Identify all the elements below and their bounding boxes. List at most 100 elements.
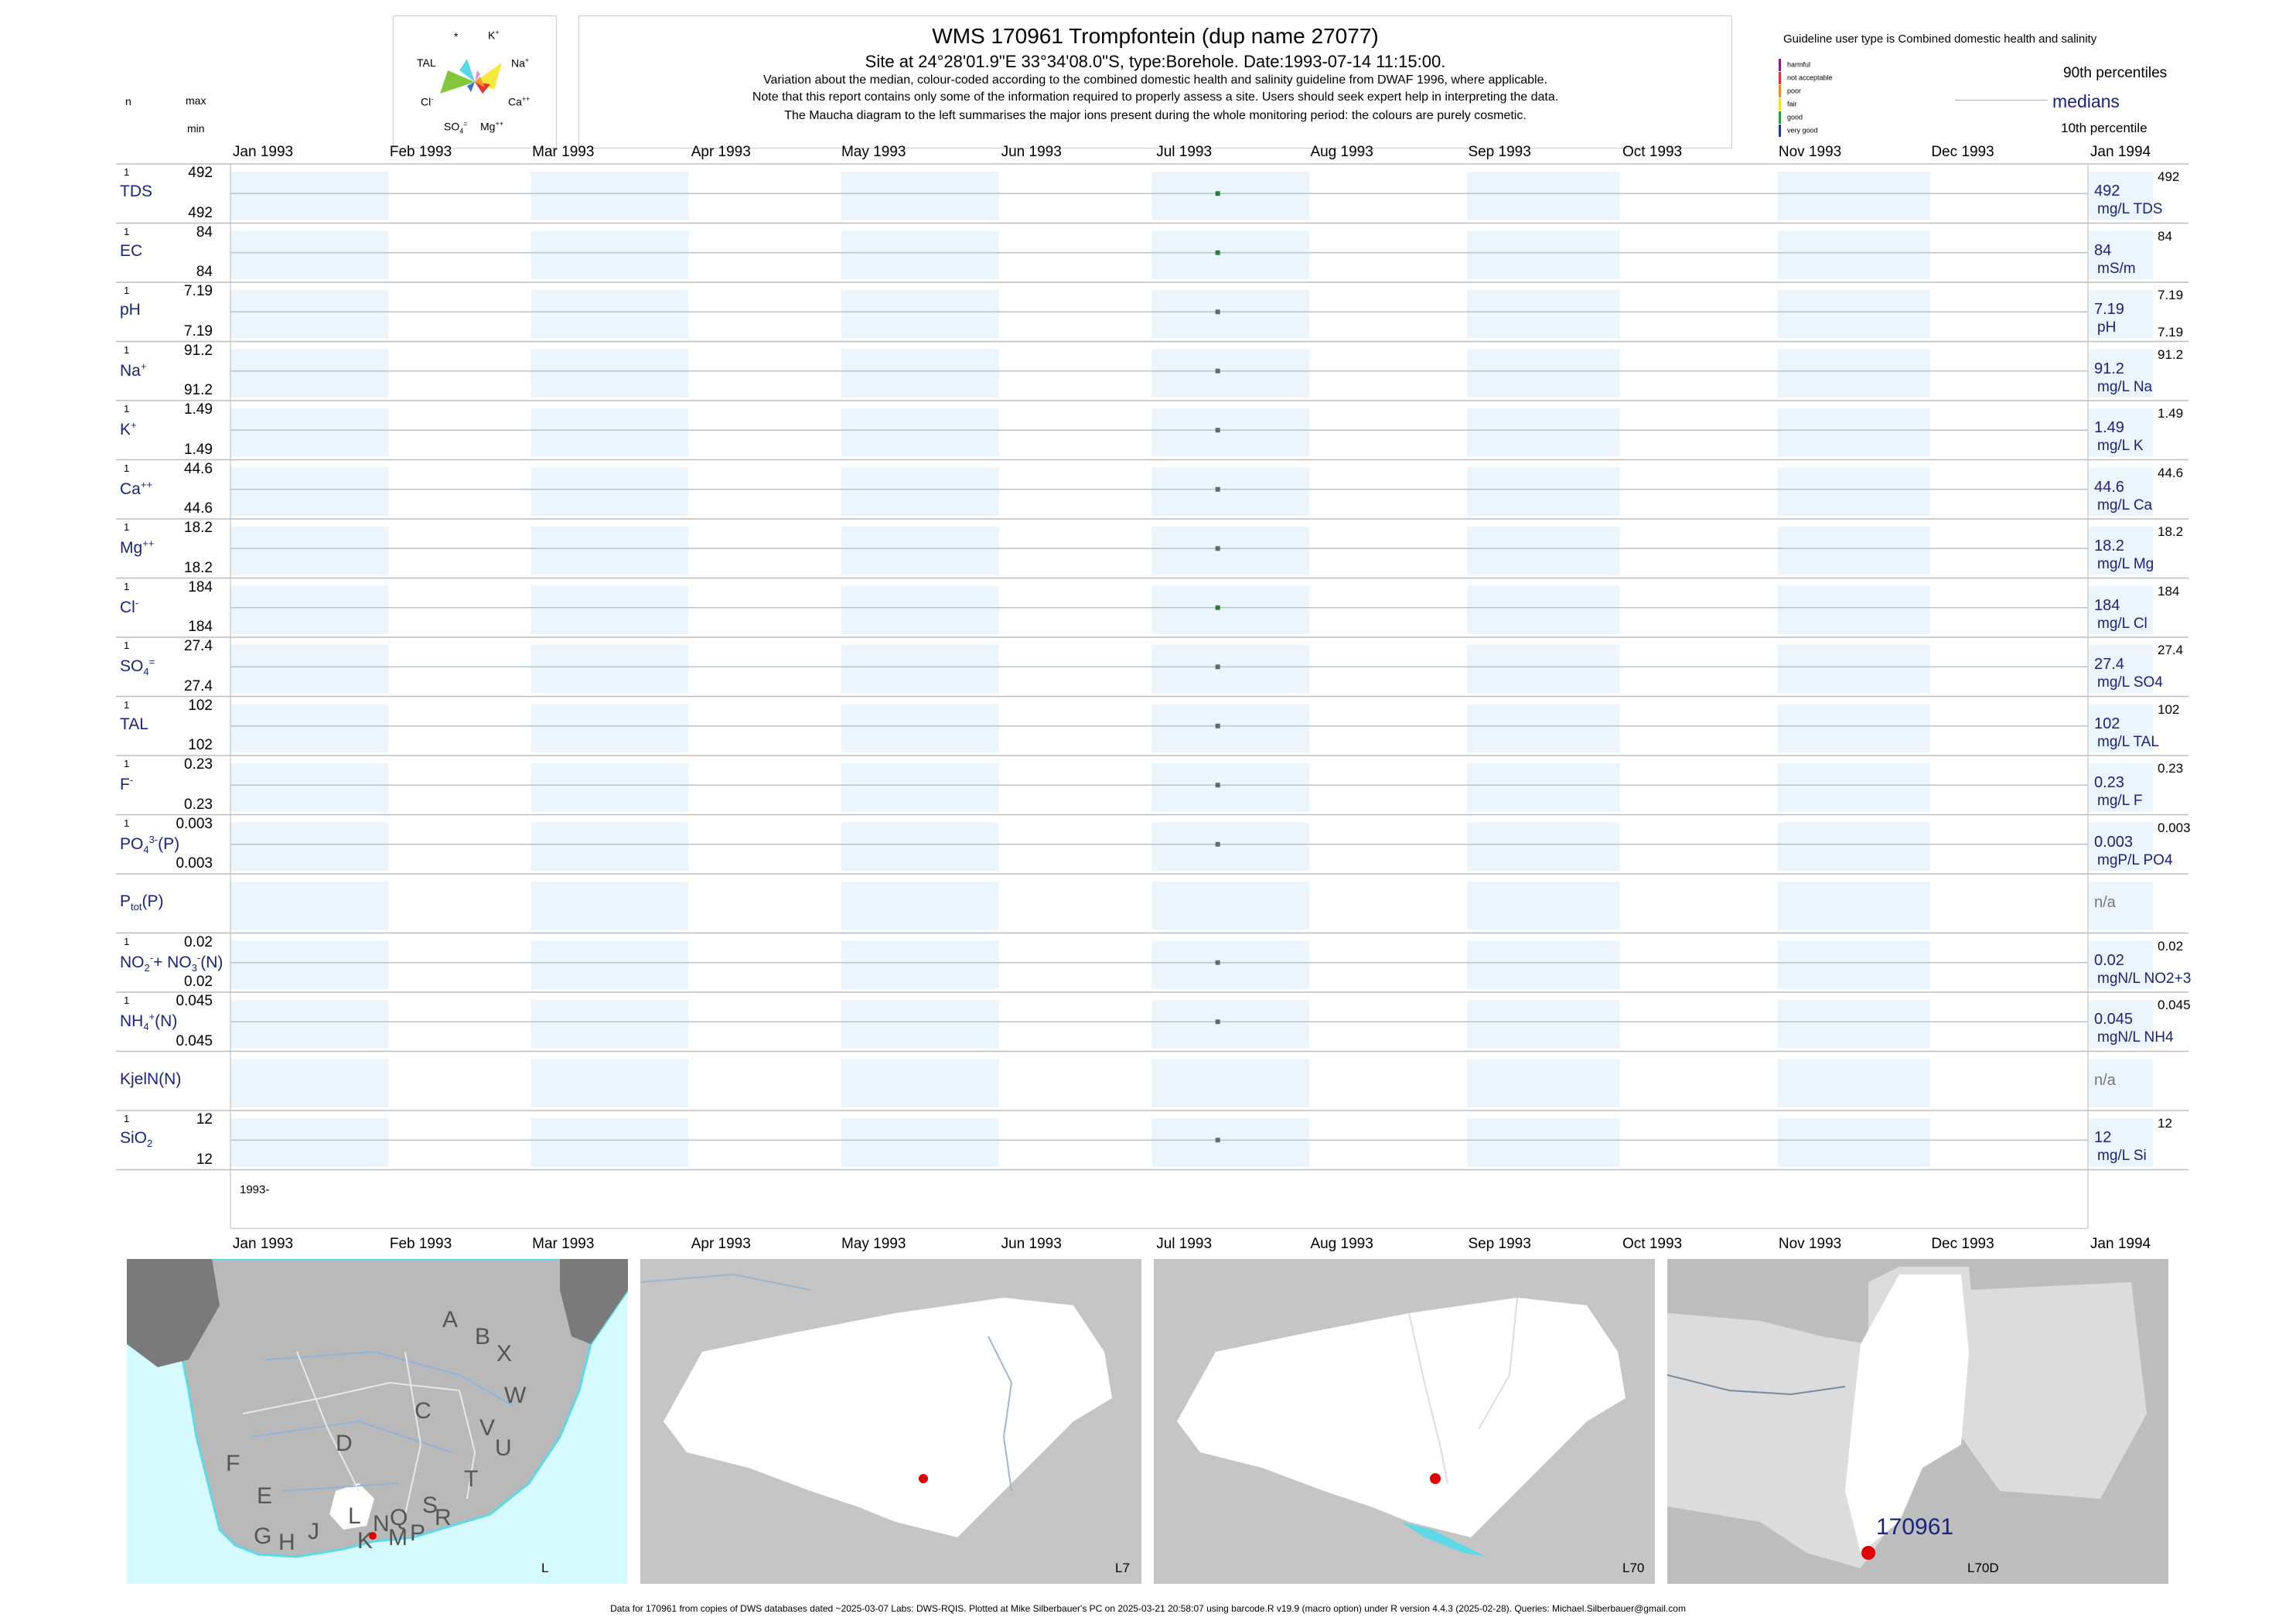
row-min: 0.02 [184,974,213,990]
row-min: 0.003 [176,855,213,872]
row-median: 27.4 [2094,656,2124,674]
x-tick-label-bottom: Oct 1993 [1622,1235,1683,1252]
row-p10: 7.19 [2158,324,2184,339]
month-stripe-cell [531,290,689,339]
legend-label: very good [1787,126,1818,135]
region-label-c: C [415,1398,432,1424]
month-stripe-cell [1777,940,1930,989]
region-label-h: H [278,1530,295,1555]
month-stripe-cell [531,172,689,220]
row-label-part: 3- [148,833,159,845]
legend-median-line [1955,100,2048,101]
row-n: 1 [124,580,130,592]
region-label-x: X [496,1341,513,1366]
row-max: 0.02 [184,933,213,950]
month-stripe-cell [1467,467,1620,516]
row-max: 44.6 [184,460,213,477]
month-stripe-cell [841,940,999,989]
neighbour-country-east [560,1259,628,1344]
legend-label: good [1787,113,1803,121]
data-point-no23 [1215,960,1220,965]
month-stripe-cell [2088,172,2153,220]
month-stripe-cell [1467,822,1620,871]
month-stripe-cell [531,349,689,397]
map-panel-l70d: 170961 L70D [1667,1259,2168,1584]
row-unit: mg/L F [2097,793,2143,810]
x-tick-label-top: Jan 1993 [232,144,294,160]
row-max: 27.4 [184,638,213,654]
row-n: 1 [124,166,130,178]
x-tick-label-bottom: Feb 1993 [389,1235,452,1252]
row-label-part: (P) [158,834,180,853]
maucha-segment-pink [475,70,480,82]
map-label-l70: L70 [1622,1561,1645,1575]
month-stripe-cell [1151,1059,1310,1107]
month-stripe-cell [1151,408,1310,457]
row-label-part: Na [120,361,141,380]
row-label-part: SO [120,657,144,676]
month-stripe-cell [841,704,999,752]
region-label-s: S [422,1493,438,1518]
x-tick-label-top: Mar 1993 [532,144,595,160]
rivers [1667,1374,1846,1396]
row-n: 1 [124,935,130,947]
month-stripe-cell [2088,763,2153,812]
row-label-part: PO [120,834,144,853]
row-min: 27.4 [184,677,213,694]
month-stripe-cell [1467,585,1620,634]
row-unit: mg/L Na [2097,378,2153,395]
month-stripe-cell [1151,172,1310,220]
region-label-l: L [348,1503,361,1529]
month-stripe-cell [230,1059,389,1107]
month-stripe-cell [230,408,389,457]
row-n: 1 [124,640,130,651]
site-marker [1861,1546,1875,1560]
column-header-min: min [187,122,205,135]
month-stripe-cell [1777,763,1930,812]
month-stripe-cell [1467,527,1620,575]
row-median: 492 [2094,183,2120,200]
legend-label: poor [1787,87,1802,95]
month-stripe-cell [2088,940,2153,989]
legend-item: good [1779,111,1803,124]
legend-label: fair [1787,100,1797,108]
row-unit: mS/m [2097,260,2136,277]
south-africa-land [127,1259,628,1558]
x-tick-label-top: Jul 1993 [1156,144,1213,160]
row-p90: 27.4 [2158,643,2184,657]
row-label-part: 4 [143,1021,149,1033]
row-label-part: K [120,421,131,439]
month-stripe-cell [841,349,999,397]
row-label-ptot: Ptot(P) [120,892,163,913]
site-marker [1430,1473,1441,1484]
month-stripe-cell [230,290,389,339]
row-label-so4: SO4= [120,656,155,677]
month-stripe-cell [230,467,389,516]
row-max: 91.2 [184,342,213,359]
row-label-sio2: SiO2 [120,1129,152,1149]
data-point-tal [1215,723,1220,728]
month-stripe-cell [1467,1059,1620,1107]
row-label-part: Cl [120,598,135,616]
region-label-w: W [504,1383,527,1408]
month-stripe [531,172,689,1167]
row-min: 102 [188,737,213,753]
region-label-n: N [373,1511,390,1537]
region-label-f: F [226,1451,241,1476]
row-label-f: F- [120,774,133,794]
river-highlight [1401,1522,1486,1557]
month-stripe-cell [2088,1000,2153,1049]
month-stripe-cell [1151,645,1310,694]
row-median-na: n/a [2094,1071,2116,1089]
x-tick-label-top: Oct 1993 [1622,144,1683,160]
row-unit: mgP/L PO4 [2097,851,2173,868]
maucha-segment-cyan [459,59,475,82]
region-label-t: T [464,1466,479,1492]
row-label-part: + [140,360,147,372]
month-stripe-cell [531,645,689,694]
row-n: 1 [124,758,130,769]
row-label-k: K+ [120,419,137,439]
month-stripe-cell [1777,704,1930,752]
row-min: 7.19 [184,322,213,339]
month-stripe-cell [2088,704,2153,752]
